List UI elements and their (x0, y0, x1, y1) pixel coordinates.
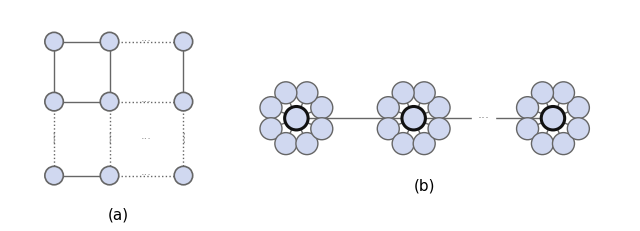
Circle shape (100, 92, 119, 111)
Text: (a): (a) (108, 208, 129, 223)
Circle shape (296, 133, 318, 155)
Circle shape (552, 133, 575, 155)
Text: ⋮: ⋮ (177, 132, 189, 145)
Circle shape (531, 82, 554, 104)
Circle shape (428, 97, 450, 119)
Circle shape (100, 32, 119, 51)
Text: (b): (b) (414, 179, 435, 194)
Circle shape (45, 166, 63, 185)
Circle shape (260, 118, 282, 140)
Circle shape (311, 118, 333, 140)
Circle shape (541, 106, 564, 130)
Circle shape (402, 106, 426, 130)
Circle shape (275, 133, 297, 155)
Circle shape (174, 166, 193, 185)
Circle shape (552, 82, 575, 104)
Text: ···: ··· (477, 112, 490, 125)
Text: ···: ··· (141, 134, 152, 144)
Circle shape (413, 82, 435, 104)
Circle shape (531, 133, 554, 155)
Circle shape (45, 92, 63, 111)
Text: ···: ··· (141, 170, 152, 181)
Circle shape (100, 166, 119, 185)
Circle shape (174, 32, 193, 51)
Circle shape (45, 32, 63, 51)
Circle shape (392, 82, 414, 104)
Circle shape (377, 118, 399, 140)
Circle shape (516, 97, 538, 119)
Text: ···: ··· (141, 97, 152, 107)
Circle shape (377, 97, 399, 119)
Circle shape (568, 97, 589, 119)
Text: ⋮: ⋮ (48, 132, 60, 145)
Circle shape (413, 133, 435, 155)
Circle shape (428, 118, 450, 140)
Circle shape (296, 82, 318, 104)
Circle shape (568, 118, 589, 140)
Text: ···: ··· (141, 36, 152, 47)
Circle shape (311, 97, 333, 119)
Text: ⋮: ⋮ (103, 132, 116, 145)
Circle shape (174, 92, 193, 111)
Circle shape (275, 82, 297, 104)
Circle shape (260, 97, 282, 119)
Circle shape (516, 118, 538, 140)
Circle shape (392, 133, 414, 155)
Circle shape (285, 106, 308, 130)
